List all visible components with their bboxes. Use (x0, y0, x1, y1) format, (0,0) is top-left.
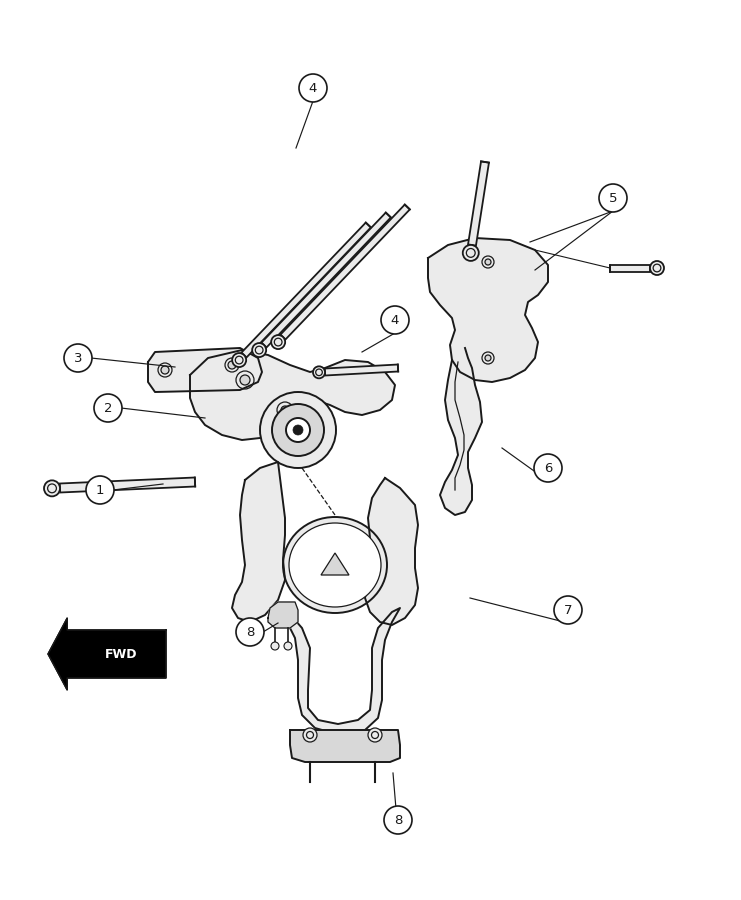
Polygon shape (321, 553, 349, 575)
Circle shape (252, 343, 266, 357)
Ellipse shape (283, 517, 387, 613)
Circle shape (44, 481, 60, 497)
Text: 4: 4 (309, 82, 317, 94)
Text: 5: 5 (609, 192, 617, 204)
Circle shape (236, 618, 264, 646)
Text: 8: 8 (246, 626, 254, 638)
Circle shape (240, 375, 250, 385)
Circle shape (64, 344, 92, 372)
Text: 3: 3 (74, 352, 82, 365)
Circle shape (271, 335, 285, 349)
Circle shape (293, 425, 303, 435)
Circle shape (303, 728, 317, 742)
Circle shape (260, 392, 336, 468)
Polygon shape (60, 478, 195, 492)
Text: 2: 2 (104, 401, 112, 415)
Circle shape (368, 728, 382, 742)
Polygon shape (232, 462, 285, 622)
Circle shape (272, 404, 324, 456)
Circle shape (299, 74, 327, 102)
Ellipse shape (289, 523, 381, 607)
Circle shape (384, 806, 412, 834)
Polygon shape (325, 364, 398, 375)
Text: 6: 6 (544, 462, 552, 474)
Circle shape (271, 642, 279, 650)
Polygon shape (281, 204, 410, 339)
Text: 1: 1 (96, 483, 104, 497)
Polygon shape (428, 238, 548, 382)
Polygon shape (190, 350, 395, 440)
Polygon shape (440, 348, 482, 515)
Text: 8: 8 (393, 814, 402, 826)
Polygon shape (365, 478, 418, 625)
Circle shape (599, 184, 627, 212)
Polygon shape (468, 161, 489, 246)
Circle shape (281, 406, 289, 414)
Polygon shape (242, 222, 370, 357)
Circle shape (232, 353, 246, 367)
Circle shape (463, 245, 479, 261)
Circle shape (284, 642, 292, 650)
Polygon shape (268, 602, 298, 628)
Circle shape (286, 418, 310, 442)
Circle shape (485, 355, 491, 361)
Text: 7: 7 (564, 604, 572, 617)
Circle shape (554, 596, 582, 624)
Circle shape (94, 394, 122, 422)
Text: 4: 4 (391, 313, 399, 327)
Circle shape (485, 259, 491, 265)
Circle shape (650, 261, 664, 275)
Circle shape (313, 366, 325, 378)
Circle shape (86, 476, 114, 504)
Circle shape (534, 454, 562, 482)
Polygon shape (48, 618, 166, 690)
Text: FWD: FWD (105, 647, 137, 661)
Polygon shape (262, 212, 391, 347)
Circle shape (228, 361, 236, 369)
Polygon shape (610, 265, 650, 272)
Polygon shape (148, 348, 262, 392)
Circle shape (161, 366, 169, 374)
Polygon shape (290, 730, 400, 762)
Polygon shape (278, 605, 400, 735)
Circle shape (381, 306, 409, 334)
